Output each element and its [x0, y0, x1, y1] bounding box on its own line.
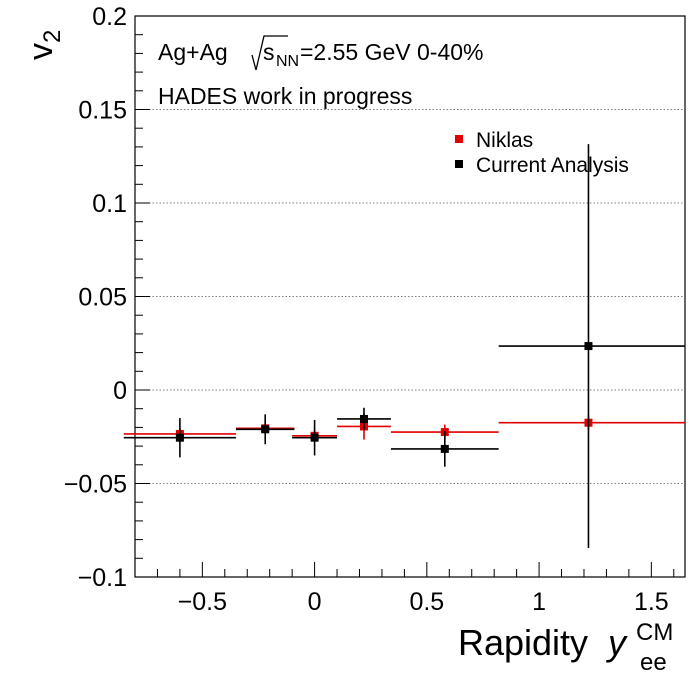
annotation-collision: Ag+Ag s NN =2.55 GeV 0-40% — [158, 35, 483, 71]
x-tick-label: 1 — [532, 588, 546, 616]
data-point — [359, 414, 368, 423]
data-point — [440, 444, 449, 453]
legend-label-niklas: Niklas — [476, 129, 533, 152]
y-tick-label: 0 — [113, 377, 127, 405]
data-series — [123, 144, 685, 549]
y-tick-label: −0.1 — [78, 564, 127, 592]
axis-tick-labels: −0.1 −0.05 0 0.05 0.1 0.15 0.2 −0.5 0 0.5 1 1.5 — [64, 3, 669, 616]
legend-label-current-analysis: Current Analysis — [476, 154, 629, 177]
x-axis-title-variable: y — [605, 622, 628, 663]
svg-text:Ag+Ag: Ag+Ag — [158, 39, 228, 65]
x-tick-label: −0.5 — [178, 588, 227, 616]
x-axis-title-superscript: CM — [636, 619, 673, 646]
x-axis-title-subscript: ee — [640, 649, 667, 676]
x-tick-label: 0 — [308, 588, 322, 616]
series-current-analysis — [123, 144, 685, 549]
sqrt-symbol — [251, 35, 288, 71]
data-point — [310, 433, 319, 442]
y-tick-label: 0.1 — [92, 190, 127, 218]
data-point — [261, 425, 270, 434]
x-tick-label: 1.5 — [634, 588, 669, 616]
x-axis-title-text: Rapidity — [458, 622, 588, 663]
annotation-sqrt-sub: NN — [276, 53, 299, 70]
y-tick-label: 0.05 — [78, 284, 127, 312]
data-point — [584, 342, 593, 351]
annotation-sqrt-s: s — [263, 39, 275, 65]
data-point — [175, 433, 184, 442]
grid-lines — [135, 109, 685, 484]
annotation-work-in-progress: HADES work in progress — [158, 83, 412, 109]
annotation-energy-centrality: =2.55 GeV 0-40% — [300, 39, 483, 65]
y-axis-title: v2 — [22, 30, 66, 60]
y-tick-label: −0.05 — [64, 471, 127, 499]
annotation-system: Ag+Ag — [158, 39, 228, 65]
legend: Niklas Current Analysis — [455, 129, 629, 177]
y-tick-label: 0.15 — [78, 97, 127, 125]
axis-ticks — [134, 15, 675, 578]
x-tick-label: 0.5 — [409, 588, 444, 616]
legend-marker-niklas — [455, 135, 463, 143]
legend-marker-current-analysis — [455, 160, 463, 168]
y-tick-label: 0.2 — [92, 3, 127, 31]
x-axis-title: Rapidity y CM ee — [458, 619, 673, 676]
